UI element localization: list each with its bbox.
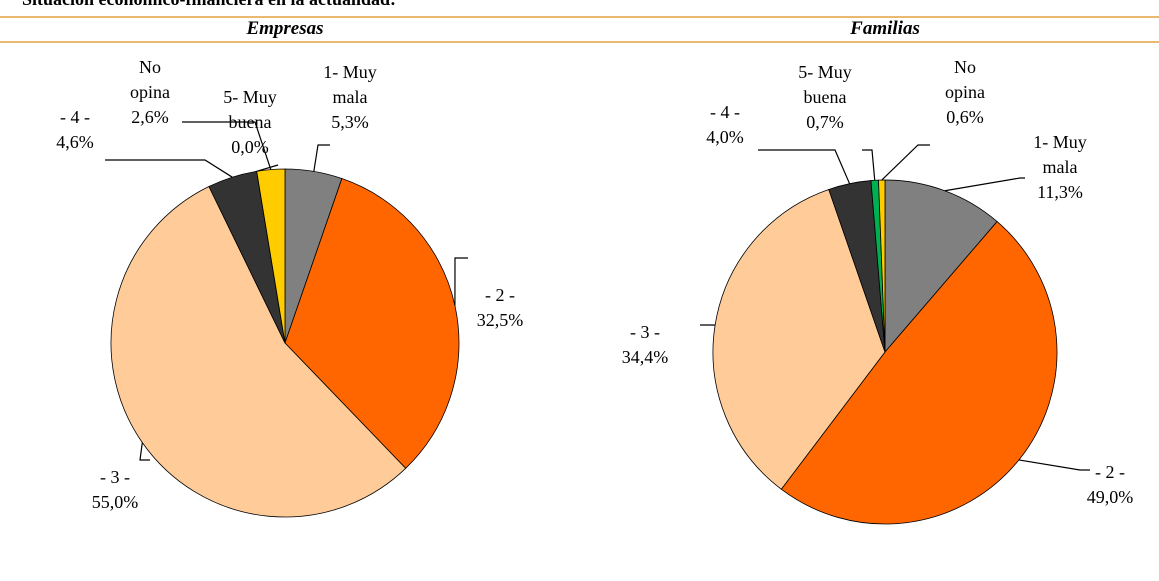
value-label: 4,0% [706,127,744,147]
pie-slice [712,188,886,490]
chart-title: Familias [850,18,920,39]
category-label: No opina [130,57,170,102]
data-label: - 2 - 49,0% [1075,460,1145,510]
leader-line [182,121,272,170]
data-label: 1- Muy mala 11,3% [1025,130,1095,205]
value-label: 55,0% [91,492,139,512]
data-label: - 3 - 55,0% [80,465,150,515]
data-label: 1- Muy mala 5,3% [315,60,385,135]
value-label: 32,5% [476,310,524,330]
leader-line [944,177,1025,192]
data-label: - 4 - 4,6% [40,105,110,155]
leader-line [1018,459,1090,471]
leader-line [313,144,330,172]
leader-line [881,144,930,181]
data-label: - 4 - 4,0% [690,100,760,150]
value-label: 2,6% [131,107,169,127]
category-label: 1- Muy mala [323,62,377,107]
category-label: 5- Muy buena [798,62,852,107]
leader-line [105,159,233,178]
pie-slice [110,185,407,518]
leader-line [256,164,279,172]
value-label: 34,4% [621,347,669,367]
category-label: - 4 - [710,102,740,122]
category-label: - 2 - [485,285,515,305]
data-label: No opina 2,6% [120,55,180,130]
header-title: Situación económico-financiera en la act… [22,0,396,10]
pie-slice [884,179,998,354]
pie-slice [780,220,1058,525]
category-label: - 3 - [100,467,130,487]
data-label: 5- Muy buena 0,0% [220,85,280,160]
pie-slice [878,179,886,353]
value-label: 0,0% [231,137,269,157]
category-label: 1- Muy mala [1033,132,1087,177]
leader-line [454,257,468,306]
pie-slice [256,168,286,344]
category-label: - 2 - [1095,462,1125,482]
data-label: - 2 - 32,5% [465,283,535,333]
value-label: 49,0% [1086,487,1134,507]
leader-line [139,442,150,461]
value-label: 0,7% [806,112,844,132]
leader-line [862,149,876,181]
data-label: 5- Muy buena 0,7% [795,60,855,135]
leader-line [758,149,851,184]
data-label: No opina 0,6% [935,55,995,130]
category-label: 5- Muy buena [223,87,277,132]
pie-slice [284,178,460,469]
category-label: No opina [945,57,985,102]
data-label: - 3 - 34,4% [610,320,680,370]
category-label: - 4 - [60,107,90,127]
value-label: 5,3% [331,112,369,132]
value-label: 11,3% [1037,182,1083,202]
chart-title: Empresas [246,18,324,39]
category-label: - 3 - [630,322,660,342]
value-label: 4,6% [56,132,94,152]
value-label: 0,6% [946,107,984,127]
